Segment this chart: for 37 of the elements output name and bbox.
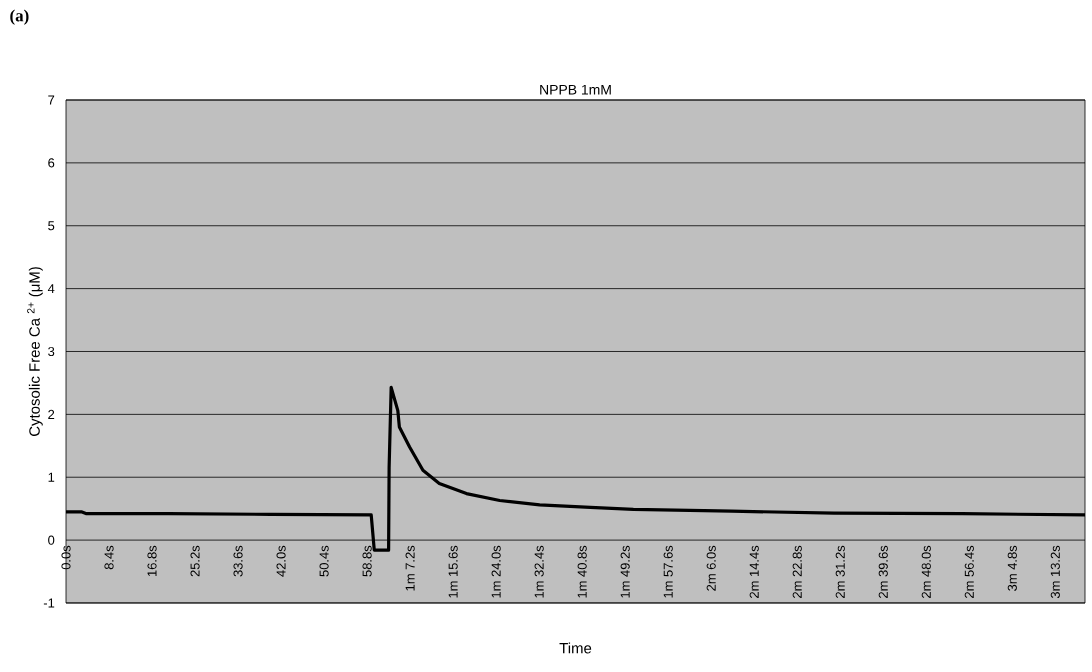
x-tick-label: 33.6s bbox=[233, 545, 243, 577]
x-tick-label: 1m 49.2s bbox=[620, 545, 630, 598]
y-tick-label: 2 bbox=[48, 409, 55, 419]
text: (a) bbox=[10, 9, 29, 25]
y-tick-label: 5 bbox=[48, 221, 55, 231]
x-tick-label: 2m 56.4s bbox=[964, 545, 974, 598]
x-tick-label: 1m 7.2s bbox=[405, 545, 415, 591]
x-tick-label: 8.4s bbox=[104, 545, 114, 570]
x-tick-label: 2m 6.0s bbox=[706, 545, 716, 591]
x-tick-label: 25.2s bbox=[190, 545, 200, 577]
y-tick-label: 0 bbox=[48, 535, 55, 545]
x-tick-label: 0.0s bbox=[61, 545, 71, 570]
x-tick-label: 2m 22.8s bbox=[792, 545, 802, 598]
y-tick-label: 3 bbox=[48, 346, 55, 357]
x-tick-label: 2m 31.2s bbox=[835, 545, 845, 598]
x-tick-label: 1m 57.6s bbox=[663, 545, 673, 598]
x-tick-label: 3m 4.8s bbox=[1007, 545, 1017, 591]
x-tick-label: 2m 14.4s bbox=[749, 545, 759, 598]
y-tick-label: 7 bbox=[48, 95, 55, 105]
x-tick-label: 16.8s bbox=[147, 545, 157, 577]
x-tick-label: 2m 39.6s bbox=[878, 545, 888, 598]
x-axis-title: Time bbox=[559, 642, 592, 654]
x-tick-label: 2m 48.0s bbox=[921, 545, 931, 598]
chart-title: NPPB 1mM bbox=[540, 84, 611, 95]
x-tick-label: 1m 32.4s bbox=[534, 545, 544, 598]
x-tick-label: 42.0s bbox=[276, 545, 286, 577]
x-tick-label: 1m 24.0s bbox=[491, 545, 501, 598]
x-tick-label: 1m 40.8s bbox=[577, 545, 587, 598]
y-tick-label: 6 bbox=[48, 158, 55, 168]
x-tick-label: 58.8s bbox=[362, 545, 372, 577]
x-tick-label: 3m 13.2s bbox=[1050, 545, 1060, 599]
y-axis-title: Cytosolic Free Ca $^{2+}$ (μM) bbox=[27, 267, 43, 436]
y-tick-label: 4 bbox=[47, 284, 55, 294]
y-tick-label: 1 bbox=[48, 472, 55, 482]
x-tick-label: 1m 15.6s bbox=[448, 545, 458, 598]
y-tick-label: -1 bbox=[43, 598, 55, 608]
x-tick-label: 50.4s bbox=[319, 545, 329, 577]
